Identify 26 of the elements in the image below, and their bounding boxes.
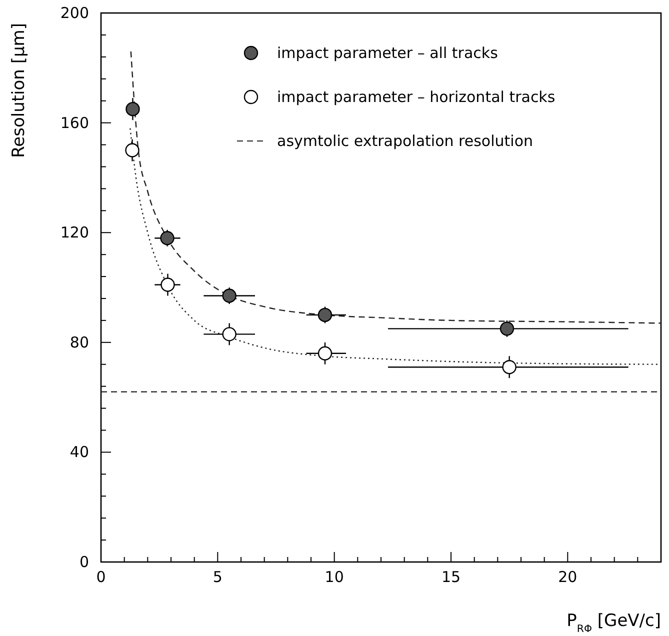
point <box>318 308 332 322</box>
point <box>222 327 236 342</box>
point <box>318 346 332 360</box>
y-axis-title: Resolution [μm] <box>9 23 29 158</box>
y-tick-label: 160 <box>60 114 89 132</box>
point <box>160 230 174 246</box>
x-tick-label: 20 <box>558 568 578 586</box>
y-tick-label: 120 <box>60 224 89 242</box>
x-tick-label: 0 <box>96 568 106 586</box>
point <box>222 288 236 303</box>
y-tick-label: 0 <box>79 553 89 571</box>
x-axis-title: P$_{RΦ}$ [GeV/c] <box>566 611 661 634</box>
y-tick-label: 200 <box>60 4 89 22</box>
y-tick-label: 80 <box>70 333 89 352</box>
legend-label: impact parameter – all tracks <box>277 44 498 62</box>
y-tick-label: 40 <box>70 443 89 462</box>
point <box>502 360 516 374</box>
point <box>500 322 514 336</box>
x-tick-label: 10 <box>324 568 344 586</box>
point <box>125 143 140 158</box>
point <box>160 278 175 292</box>
x-tick-label: 5 <box>212 568 222 586</box>
legend-label: impact parameter – horizontal tracks <box>277 88 556 106</box>
x-tick-label: 15 <box>441 568 461 586</box>
legend-label: asymtolic extrapolation resolution <box>277 132 534 150</box>
point <box>126 102 140 116</box>
